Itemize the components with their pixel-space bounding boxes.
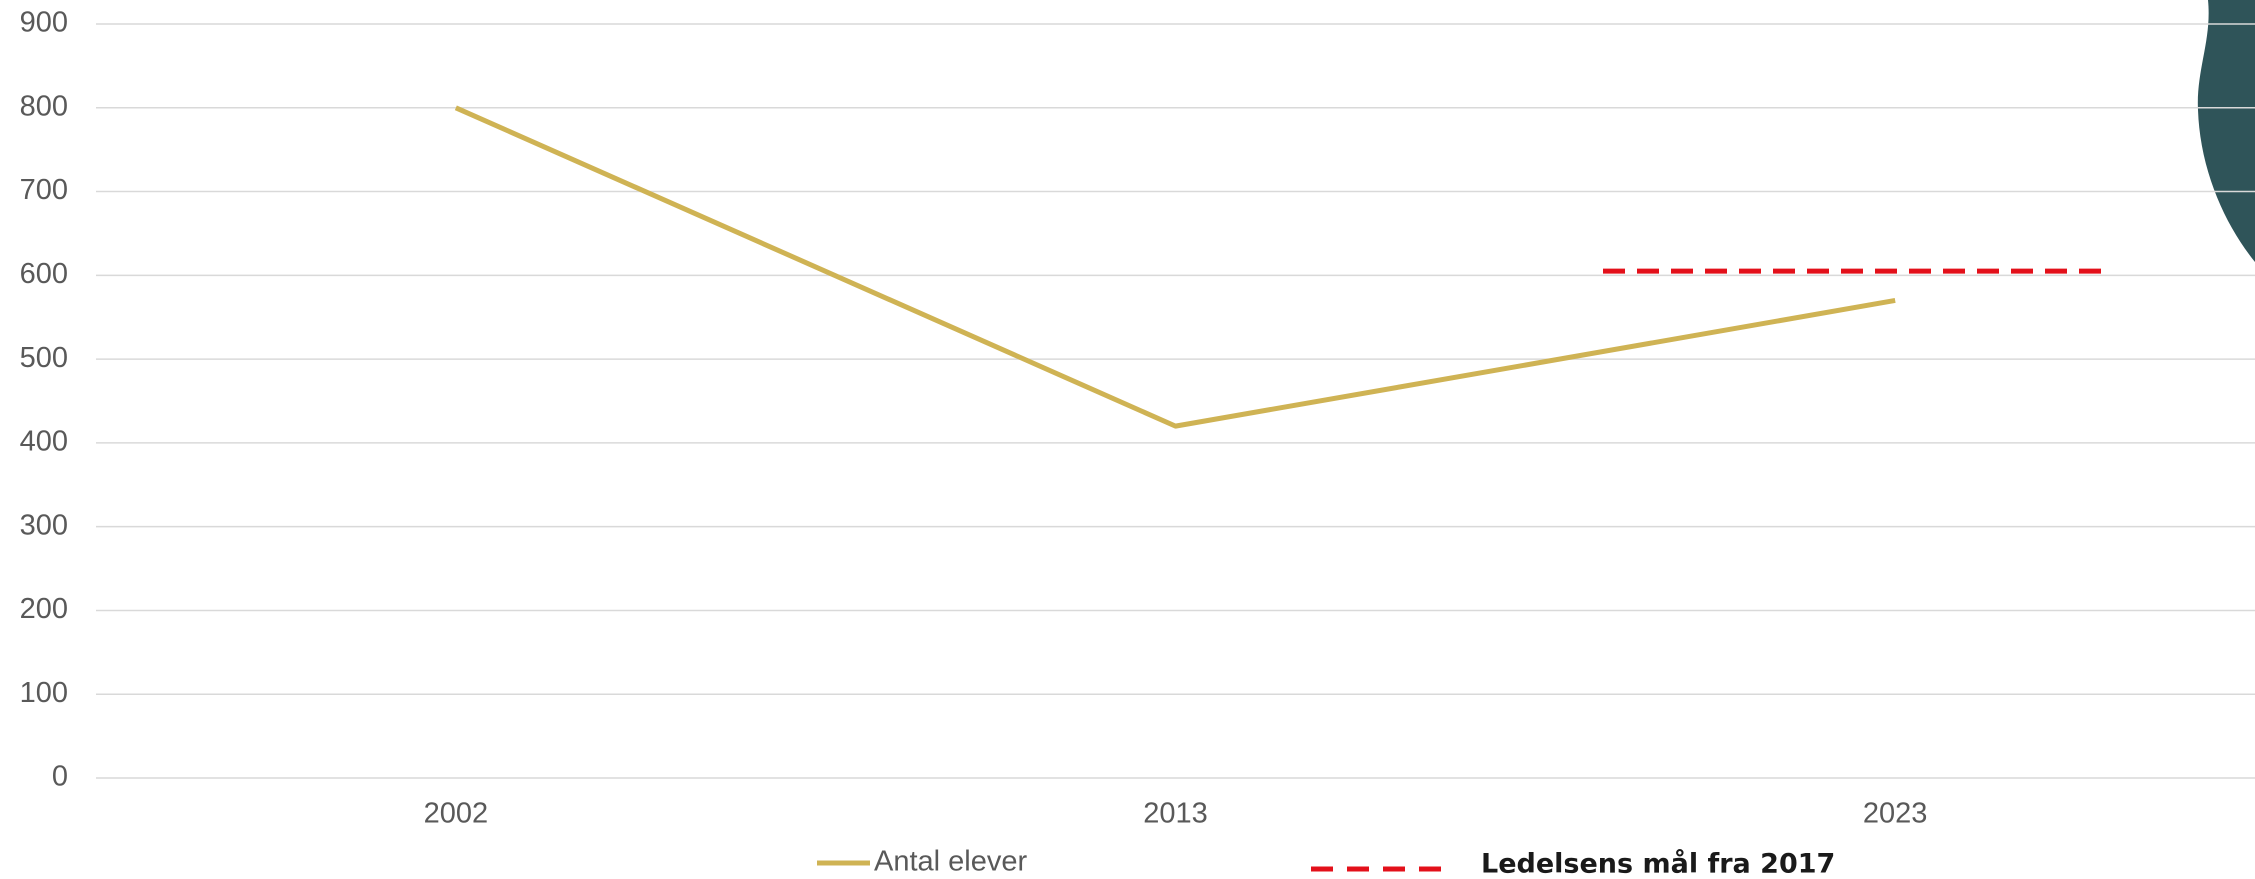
- y-tick-label: 500: [20, 342, 68, 374]
- x-tick-label: 2013: [1143, 798, 1208, 830]
- chart: 0 100 200 300 400 500 600 700 800 900 2002 2013 2023…: [0, 0, 2255, 879]
- y-tick-label: 0: [52, 761, 68, 793]
- y-tick-label: 300: [20, 509, 68, 541]
- legend-label: Antal elever: [874, 846, 1027, 878]
- y-tick-label: 900: [20, 7, 68, 39]
- y-tick-label: 100: [20, 677, 68, 709]
- x-tick-label: 2002: [424, 798, 489, 830]
- y-tick-label: 800: [20, 90, 68, 122]
- legend-label: Ledelsens mål fra 2017: [1481, 848, 1835, 879]
- x-tick-label: 2023: [1863, 798, 1928, 830]
- y-tick-label: 600: [20, 258, 68, 290]
- y-tick-label: 400: [20, 426, 68, 458]
- y-tick-label: 700: [20, 174, 68, 206]
- decorative-shape: [2198, 0, 2255, 262]
- series-line: [456, 108, 1895, 426]
- y-tick-label: 200: [20, 593, 68, 625]
